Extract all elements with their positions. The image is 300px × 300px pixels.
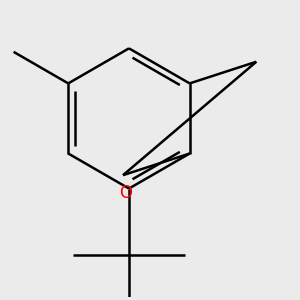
Text: O: O bbox=[119, 184, 132, 202]
